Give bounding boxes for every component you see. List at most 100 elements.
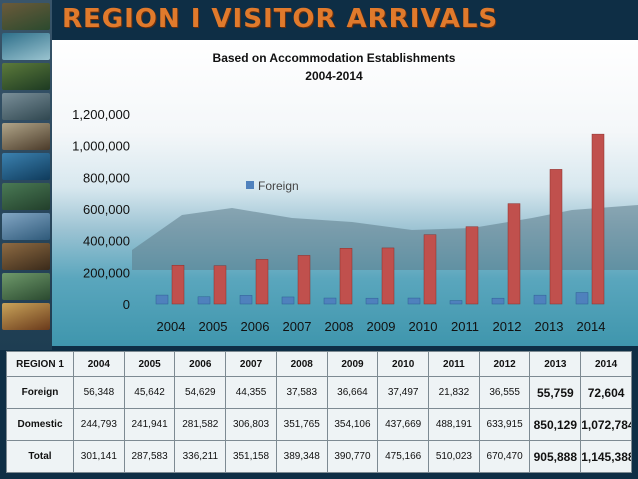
table-cell: 510,023 bbox=[428, 440, 480, 473]
bar-foreign bbox=[365, 297, 379, 305]
bar-domestic bbox=[591, 133, 605, 305]
table-cell: 37,583 bbox=[275, 376, 328, 410]
x-tick-label: 2014 bbox=[577, 319, 606, 334]
photo-thumb bbox=[2, 3, 50, 30]
x-tick-label: 2006 bbox=[241, 319, 270, 334]
table-year-header: 2008 bbox=[275, 350, 328, 378]
bar-foreign bbox=[449, 300, 463, 305]
bar-foreign bbox=[239, 295, 253, 305]
table-row: Domestic 244,793 241,941 281,582 306,803 351,… bbox=[6, 408, 632, 442]
table-cell: 44,355 bbox=[225, 376, 277, 410]
table-cell: 287,583 bbox=[123, 440, 176, 473]
table-cell: 241,941 bbox=[123, 408, 176, 442]
x-tick-label: 2011 bbox=[451, 319, 479, 334]
y-tick-label: 1,000,000 bbox=[72, 139, 130, 154]
bar-foreign bbox=[533, 294, 547, 305]
table-year-header: 2010 bbox=[377, 350, 430, 378]
table-cell: 390,770 bbox=[326, 440, 379, 473]
table-row: Total 301,141 287,583 336,211 351,158 389,348… bbox=[6, 440, 632, 473]
table-cell: 301,141 bbox=[73, 440, 125, 473]
bar-domestic bbox=[423, 234, 437, 305]
photo-thumb bbox=[2, 33, 50, 60]
photo-thumb bbox=[2, 153, 50, 180]
table-cell: 389,348 bbox=[275, 440, 328, 473]
table-corner-label: REGION 1 bbox=[6, 350, 74, 378]
photo-thumb bbox=[2, 243, 50, 270]
table-year-header: 2006 bbox=[174, 350, 227, 378]
bar-domestic bbox=[339, 248, 353, 305]
data-table: REGION 1 2004 2005 2006 2007 2008 2009 2010 2011… bbox=[6, 350, 632, 473]
bar-domestic bbox=[171, 264, 185, 305]
bar-domestic bbox=[255, 259, 269, 305]
table-cell: 56,348 bbox=[73, 376, 125, 410]
photo-thumb bbox=[2, 123, 50, 150]
x-tick-label: 2007 bbox=[283, 319, 312, 334]
bar-domestic bbox=[297, 255, 311, 305]
bar-domestic bbox=[213, 265, 227, 305]
table-cell: 670,470 bbox=[478, 440, 531, 473]
table-cell: 475,166 bbox=[377, 440, 430, 473]
table-row-label: Domestic bbox=[6, 408, 74, 442]
legend-swatch-foreign bbox=[246, 181, 254, 189]
photo-thumb bbox=[2, 93, 50, 120]
x-tick-label: 2013 bbox=[535, 319, 564, 334]
chart-title: Based on Accommodation Establishments bbox=[213, 51, 456, 65]
table-cell: 55,759 bbox=[529, 376, 582, 410]
table-cell: 354,106 bbox=[326, 408, 379, 442]
table-cell: 72,604 bbox=[580, 376, 632, 410]
y-tick-label: 600,000 bbox=[83, 202, 130, 217]
x-tick-label: 2010 bbox=[409, 319, 438, 334]
table-cell: 36,664 bbox=[326, 376, 379, 410]
bar-chart: Based on Accommodation Establishments 20… bbox=[72, 51, 638, 334]
y-tick-label: 0 bbox=[123, 297, 130, 312]
bar-foreign bbox=[491, 297, 505, 305]
bar-foreign bbox=[575, 292, 589, 305]
bar-foreign bbox=[197, 296, 211, 305]
table-cell: 351,158 bbox=[225, 440, 277, 473]
table-year-header: 2013 bbox=[529, 350, 582, 378]
photo-thumb bbox=[2, 213, 50, 240]
bar-domestic bbox=[507, 203, 521, 305]
table-cell: 488,191 bbox=[428, 408, 480, 442]
table-cell: 850,129 bbox=[529, 408, 582, 442]
photo-thumb bbox=[2, 183, 50, 210]
x-tick-label: 2004 bbox=[157, 319, 186, 334]
table-cell: 36,555 bbox=[478, 376, 531, 410]
table-row: Foreign 56,348 45,642 54,629 44,355 37,583 36,… bbox=[6, 376, 632, 410]
y-tick-label: 400,000 bbox=[83, 234, 130, 249]
table-cell: 633,915 bbox=[478, 408, 531, 442]
bar-foreign bbox=[323, 297, 337, 305]
table-cell: 244,793 bbox=[73, 408, 125, 442]
bar-domestic bbox=[465, 226, 479, 305]
table-cell: 21,832 bbox=[428, 376, 480, 410]
x-tick-label: 2012 bbox=[493, 319, 522, 334]
table-cell: 437,669 bbox=[377, 408, 430, 442]
table-cell: 1,072,784 bbox=[580, 408, 632, 442]
photo-strip bbox=[0, 0, 52, 350]
y-tick-label: 800,000 bbox=[83, 170, 130, 185]
x-tick-label: 2009 bbox=[367, 319, 396, 334]
page-title: REGION I VISITOR ARRIVALS bbox=[62, 4, 499, 34]
bar-foreign bbox=[407, 297, 421, 305]
table-cell: 336,211 bbox=[174, 440, 227, 473]
bar-domestic bbox=[549, 169, 563, 305]
chart-area: Based on Accommodation Establishments 20… bbox=[52, 40, 638, 346]
bar-domestic bbox=[381, 247, 395, 305]
table-cell: 37,497 bbox=[377, 376, 430, 410]
table-cell: 306,803 bbox=[225, 408, 277, 442]
table-year-header: 2004 bbox=[73, 350, 125, 378]
table-year-header: 2011 bbox=[428, 350, 480, 378]
photo-thumb bbox=[2, 303, 50, 330]
photo-thumb bbox=[2, 63, 50, 90]
table-cell: 905,888 bbox=[529, 440, 582, 473]
table-cell: 1,145,388 bbox=[580, 440, 632, 473]
table-year-header: 2009 bbox=[326, 350, 379, 378]
table-row-label: Total bbox=[6, 440, 74, 473]
bar-foreign bbox=[155, 294, 169, 305]
x-tick-label: 2005 bbox=[199, 319, 228, 334]
legend-label-foreign: Foreign bbox=[258, 179, 299, 193]
table-header-row: REGION 1 2004 2005 2006 2007 2008 2009 2010 2011… bbox=[6, 350, 632, 378]
table-year-header: 2014 bbox=[580, 350, 632, 378]
table-cell: 281,582 bbox=[174, 408, 227, 442]
x-tick-label: 2008 bbox=[325, 319, 354, 334]
